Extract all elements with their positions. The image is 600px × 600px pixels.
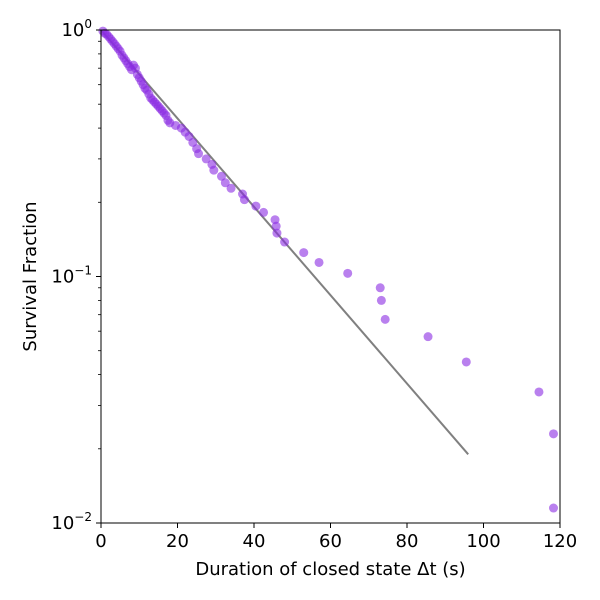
data-point — [251, 201, 261, 211]
x-tick-label: 120 — [543, 531, 577, 552]
y-axis: 10−2 10−1 100 — [51, 17, 101, 534]
plot-frame — [100, 29, 561, 524]
data-point — [534, 387, 544, 397]
data-point — [220, 178, 230, 188]
data-point — [259, 207, 269, 217]
data-point — [280, 237, 290, 247]
x-tick-label: 20 — [166, 531, 189, 552]
x-tick-label: 80 — [396, 531, 419, 552]
data-point — [272, 228, 282, 238]
x-axis-title: Duration of closed state Δt (s) — [195, 559, 465, 580]
data-point — [209, 165, 219, 175]
y-tick-label: 10−1 — [51, 264, 92, 288]
data-points-layer — [98, 26, 558, 513]
y-tick-label: 100 — [61, 17, 92, 41]
data-point — [216, 171, 226, 181]
data-point — [548, 429, 558, 439]
y-axis-title: Survival Fraction — [20, 201, 41, 351]
data-point — [201, 154, 211, 164]
data-point — [375, 283, 385, 293]
data-point — [380, 314, 390, 324]
data-point — [461, 357, 471, 367]
x-axis: 0 20 40 60 80 100 120 — [95, 523, 577, 552]
x-tick-label: 0 — [95, 531, 106, 552]
data-point — [226, 183, 236, 193]
x-tick-label: 100 — [466, 531, 500, 552]
y-tick-label: 10−2 — [51, 510, 92, 534]
x-tick-label: 60 — [319, 531, 342, 552]
data-point — [271, 221, 281, 231]
data-point — [423, 332, 433, 342]
data-point — [343, 268, 353, 278]
x-tick-label: 40 — [243, 531, 266, 552]
data-point — [376, 295, 386, 305]
data-point — [239, 195, 249, 205]
data-point — [194, 149, 204, 159]
data-point — [548, 503, 558, 513]
data-point — [314, 257, 324, 267]
data-point — [299, 248, 309, 258]
